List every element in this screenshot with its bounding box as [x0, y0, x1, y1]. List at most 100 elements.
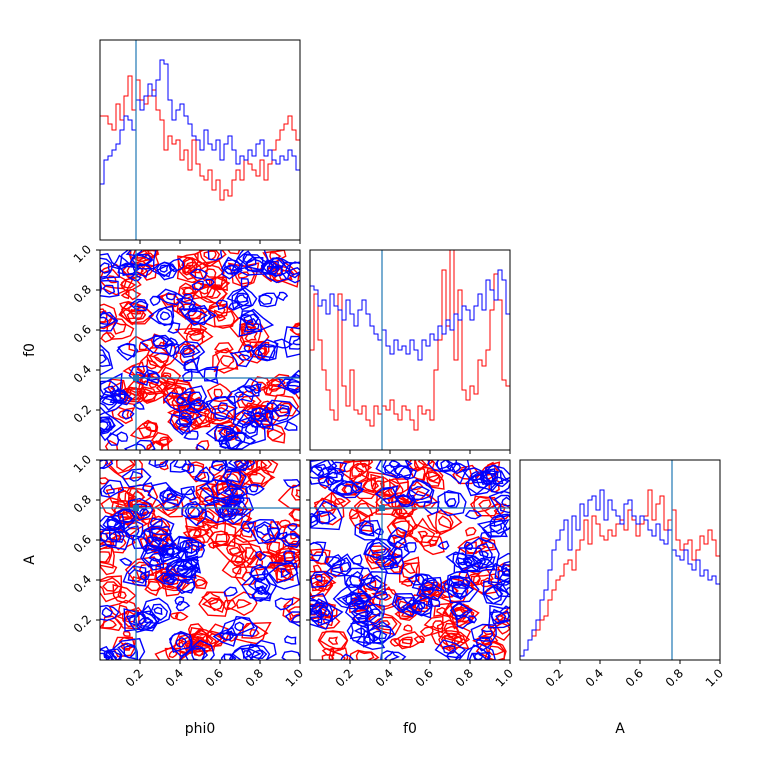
- contour-phi0-A-series-2: [143, 517, 176, 549]
- contour-f0-A-series-2: [324, 468, 339, 479]
- contour-phi0-f0-series-1: [205, 287, 222, 300]
- contour-f0-A-series-2: [436, 460, 454, 472]
- contour-f0-A-series-2: [434, 639, 467, 659]
- contour-phi0-A-series-2: [281, 650, 300, 660]
- contour-phi0-A-series-2: [100, 604, 120, 622]
- contour-f0-A-series-2: [471, 542, 493, 566]
- contour-f0-A-series-2: [463, 541, 474, 551]
- contour-phi0-f0-series-2: [268, 260, 280, 269]
- contour-phi0-A-series-2: [224, 494, 245, 506]
- contour-phi0-f0-series-1: [216, 313, 227, 322]
- contour-phi0-A-series-1: [164, 647, 182, 660]
- contour-phi0-A-series-2: [249, 563, 270, 584]
- contour-f0-A-series-2: [360, 524, 375, 536]
- contour-phi0-f0-series-2: [106, 432, 120, 446]
- contour-phi0-f0-series-1: [167, 396, 211, 429]
- contour-phi0-f0-series-2: [288, 267, 300, 276]
- contour-phi0-f0-series-2: [238, 353, 251, 361]
- contour-phi0-f0-series-2: [188, 303, 198, 313]
- contour-f0-A-series-2: [332, 479, 361, 496]
- contour-phi0-f0-series-1: [129, 419, 157, 440]
- contour-f0-A-series-1: [331, 650, 346, 660]
- contour-f0-A-series-1: [327, 636, 339, 645]
- histogram-phi0-series-2: [100, 59, 300, 185]
- contour-phi0-A-series-2: [131, 535, 150, 550]
- x-tick-label-phi0: 1.0: [283, 666, 306, 689]
- x-tick-label-phi0: 0.6: [203, 666, 226, 689]
- contour-phi0-A-series-1: [282, 524, 300, 545]
- contour-phi0-f0-series-2: [149, 295, 161, 307]
- contour-phi0-f0-series-1: [129, 250, 148, 262]
- contour-phi0-f0-series-2: [260, 399, 300, 427]
- contour-phi0-A-series-1: [226, 540, 247, 557]
- contour-f0-A-series-2: [315, 511, 337, 525]
- contour-phi0-A-series-2: [284, 611, 300, 627]
- contour-phi0-f0-series-1: [270, 378, 286, 388]
- contour-f0-A-series-2: [363, 629, 380, 648]
- contour-phi0-f0-series-2: [262, 257, 292, 277]
- contour-phi0-f0-series-1: [107, 378, 127, 396]
- contour-phi0-f0-series-1: [180, 285, 194, 295]
- contour-phi0-f0-series-1: [140, 264, 154, 277]
- contour-phi0-f0-series-2: [189, 268, 208, 280]
- contour-f0-A-series-2: [408, 480, 433, 500]
- contour-phi0-f0-series-1: [213, 309, 236, 329]
- contour-phi0-f0-series-2: [116, 342, 137, 361]
- contour-phi0-A-series-2: [255, 550, 267, 562]
- contour-phi0-f0-series-2: [191, 280, 204, 291]
- contour-f0-A-series-1: [440, 635, 456, 647]
- contour-phi0-f0-series-2: [163, 342, 180, 358]
- contour-phi0-f0-series-2: [276, 291, 289, 302]
- contour-phi0-f0-series-2: [169, 413, 193, 436]
- contour-phi0-A-series-2: [149, 517, 163, 528]
- contour-phi0-f0-series-2: [223, 264, 239, 275]
- contour-phi0-A-series-2: [100, 479, 125, 498]
- contour-f0-A-series-1: [414, 460, 430, 470]
- contour-f0-A-series-2: [470, 623, 497, 642]
- contour-f0-A-series-2: [470, 471, 485, 482]
- contour-phi0-f0-series-2: [240, 277, 250, 288]
- contour-phi0-A-series-2: [213, 499, 241, 522]
- contour-f0-A-series-1: [328, 647, 349, 660]
- contour-phi0-f0-series-1: [293, 322, 300, 330]
- contour-phi0-A-series-2: [122, 565, 147, 587]
- contour-phi0-A-series-2: [223, 586, 238, 597]
- contour-f0-A-series-2: [310, 599, 322, 611]
- contour-phi0-f0-series-1: [104, 439, 119, 450]
- contour-f0-A-series-1: [322, 616, 334, 627]
- contour-f0-A-series-2: [310, 609, 323, 625]
- contour-phi0-A-series-2: [176, 578, 196, 594]
- contour-phi0-f0-series-2: [187, 308, 209, 323]
- contour-phi0-A-series-2: [182, 557, 202, 574]
- contour-phi0-f0-series-1: [100, 268, 128, 290]
- contour-f0-A-series-2: [487, 562, 510, 596]
- contour-f0-A-series-1: [371, 588, 399, 611]
- contour-f0-A-series-2: [487, 604, 510, 629]
- contour-f0-A-series-2: [310, 460, 338, 478]
- contour-phi0-f0-series-2: [100, 349, 112, 368]
- panel-frame: [99, 39, 301, 241]
- truth-marker: [133, 375, 139, 381]
- contour-phi0-A-series-2: [139, 570, 150, 581]
- contour-phi0-A-series-1: [117, 590, 127, 600]
- contour-phi0-f0-series-2: [100, 411, 125, 442]
- contour-phi0-A-series-2: [147, 481, 184, 511]
- contour-phi0-f0-series-2: [182, 370, 193, 382]
- contour-f0-A-series-2: [353, 605, 372, 617]
- contour-phi0-f0-series-2: [168, 258, 185, 273]
- contour-f0-A-series-2: [467, 615, 478, 624]
- contour-f0-A-series-2: [314, 573, 323, 583]
- contour-phi0-A-series-1: [201, 597, 226, 614]
- contour-phi0-A-series-1: [115, 460, 136, 472]
- contour-phi0-f0-series-2: [232, 416, 266, 445]
- x-tick-label-f0: 0.2: [333, 666, 356, 689]
- contour-f0-A-series-1: [433, 602, 453, 618]
- contour-f0-A-series-1: [394, 606, 414, 620]
- contour-phi0-A-series-2: [227, 460, 249, 471]
- contour-phi0-A-series-2: [110, 508, 139, 531]
- contour-f0-A-series-2: [310, 597, 325, 615]
- contour-f0-A-series-2: [446, 461, 468, 475]
- contour-f0-A-series-2: [353, 627, 367, 636]
- contour-phi0-f0-series-2: [230, 250, 269, 273]
- contour-f0-A-series-1: [413, 635, 426, 643]
